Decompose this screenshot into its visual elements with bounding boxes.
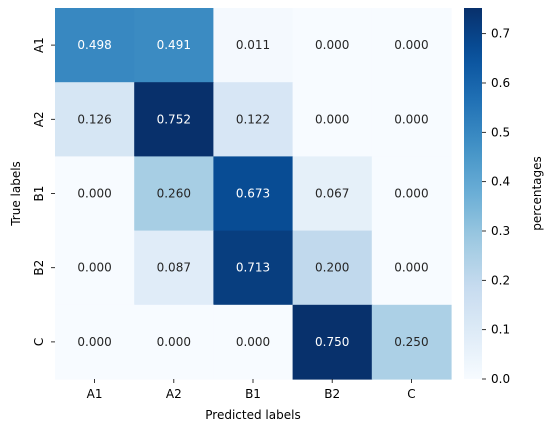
colorbar-tick-label: 0.6 — [491, 76, 510, 90]
heatmap-cell-labels: 0.498 0.491 0.011 0.000 0.000 0.126 0.752 0.122… — [77, 38, 428, 349]
heatmap-cell-value: 0.122 — [236, 112, 270, 126]
y-tick-label: C — [32, 338, 46, 346]
heatmap-cell-C-A2 — [134, 304, 214, 380]
y-tick-label: B2 — [32, 260, 46, 276]
colorbar-tick-label: 0.5 — [491, 125, 510, 139]
colorbar-tick-label: 0.4 — [491, 175, 510, 189]
heatmap-cell-value: 0.000 — [157, 335, 191, 349]
colorbar-tick-label: 0.1 — [491, 323, 510, 337]
heatmap-cell-value: 0.000 — [394, 187, 428, 201]
colorbar-label: percentages — [530, 156, 544, 231]
heatmap-cell-value: 0.000 — [315, 38, 349, 52]
heatmap-cell-C-A1 — [55, 304, 135, 380]
heatmap-cell-A1-A1 — [55, 8, 135, 83]
heatmap-cell-value: 0.000 — [315, 112, 349, 126]
x-tick-label: B1 — [245, 387, 261, 401]
heatmap-cell-value: 0.000 — [236, 335, 270, 349]
heatmap-cell-A2-B1 — [213, 82, 294, 157]
heatmap-cell-value: 0.000 — [394, 38, 428, 52]
heatmap-cell-value: 0.000 — [77, 335, 111, 349]
x-tick-label: C — [407, 387, 415, 401]
heatmap-cell-B1-A1 — [55, 156, 135, 232]
heatmap-cell-A1-C — [371, 8, 452, 83]
x-tick-label: B2 — [324, 387, 340, 401]
heatmap-cell-A2-B2 — [292, 82, 373, 157]
heatmap-cell-value: 0.713 — [236, 261, 270, 275]
heatmap-cell-B1-C — [371, 156, 452, 232]
colorbar-tick-label: 0.2 — [491, 273, 510, 287]
heatmap-cell-value: 0.126 — [77, 112, 111, 126]
colorbar-tick-label: 0.0 — [491, 372, 510, 386]
heatmap-cell-value: 0.752 — [157, 112, 191, 126]
heatmap-cell-B1-B1 — [213, 156, 294, 232]
heatmap-cell-B2-A1 — [55, 230, 135, 306]
heatmap-cell-C-B2 — [292, 304, 373, 380]
x-tick-label: A2 — [166, 387, 182, 401]
heatmap-cell-A1-A2 — [134, 8, 214, 83]
heatmap-cell-value: 0.200 — [315, 261, 349, 275]
heatmap-cell-value: 0.000 — [77, 187, 111, 201]
colorbar-tick-label: 0.3 — [491, 224, 510, 238]
y-tick-label: A2 — [32, 111, 46, 127]
heatmap-cell-C-B1 — [213, 304, 294, 380]
heatmap-cells — [55, 8, 452, 380]
heatmap-cell-value: 0.491 — [157, 38, 191, 52]
y-tick-label: B1 — [32, 186, 46, 202]
colorbar-ticks: 0.0 0.1 0.2 0.3 0.4 0.5 0.6 0.7 — [482, 27, 510, 386]
colorbar — [464, 8, 482, 379]
heatmap-cell-value: 0.087 — [157, 261, 191, 275]
heatmap-cell-B2-A2 — [134, 230, 214, 306]
heatmap-cell-value: 0.000 — [394, 112, 428, 126]
heatmap-cell-value: 0.673 — [236, 187, 270, 201]
colorbar-tick-label: 0.7 — [491, 27, 510, 41]
heatmap-cell-value: 0.011 — [236, 38, 270, 52]
heatmap-cell-A2-A2 — [134, 82, 214, 157]
heatmap-cell-C-C — [371, 304, 452, 380]
y-axis-label: True labels — [9, 161, 23, 227]
x-tick-label: A1 — [87, 387, 103, 401]
heatmap-cell-value: 0.000 — [77, 261, 111, 275]
heatmap-cell-value: 0.750 — [315, 335, 349, 349]
heatmap-cell-B2-C — [371, 230, 452, 306]
heatmap-cell-A2-C — [371, 82, 452, 157]
heatmap-cell-A1-B2 — [292, 8, 373, 83]
heatmap-cell-value: 0.000 — [394, 261, 428, 275]
y-tick-label: A1 — [32, 37, 46, 53]
heatmap-cell-B2-B1 — [213, 230, 294, 306]
heatmap-cell-B1-B2 — [292, 156, 373, 232]
heatmap-cell-A2-A1 — [55, 82, 135, 157]
heatmap-cell-value: 0.067 — [315, 187, 349, 201]
heatmap-cell-A1-B1 — [213, 8, 294, 83]
heatmap-cell-B2-B2 — [292, 230, 373, 306]
y-axis-ticks: A1 A2 B1 B2 C — [32, 37, 55, 346]
heatmap-cell-value: 0.260 — [157, 187, 191, 201]
heatmap-cell-value: 0.250 — [394, 335, 428, 349]
x-axis-label: Predicted labels — [205, 408, 300, 422]
x-axis-ticks: A1 A2 B1 B2 C — [87, 379, 416, 401]
heatmap-cell-B1-A2 — [134, 156, 214, 232]
heatmap-cell-value: 0.498 — [77, 38, 111, 52]
